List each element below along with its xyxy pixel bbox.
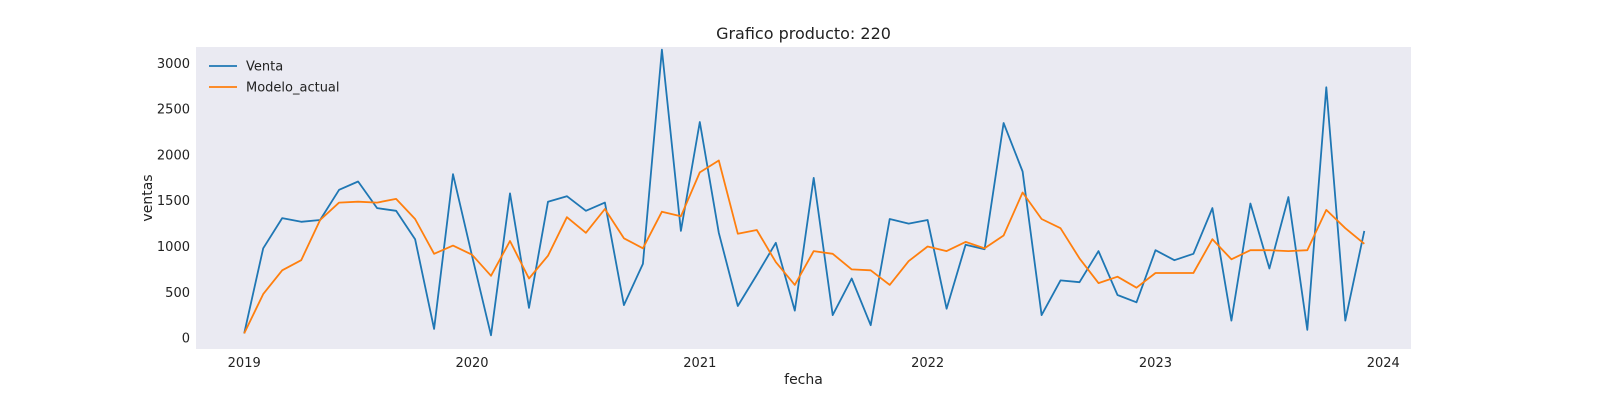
series-line-venta bbox=[243, 48, 1366, 337]
y-tick-label: 1000 bbox=[157, 240, 190, 255]
y-tick-label: 2000 bbox=[157, 148, 190, 163]
y-tick-label: 1500 bbox=[157, 194, 190, 209]
x-tick-label: 2022 bbox=[911, 356, 944, 371]
plot-area bbox=[196, 47, 1411, 349]
y-axis-ticks: 0 500 1000 1500 2000 2500 3000 bbox=[157, 57, 190, 347]
series-line-modelo-actual bbox=[243, 159, 1365, 334]
x-tick-label: 2020 bbox=[455, 356, 488, 371]
series-layer bbox=[243, 48, 1366, 337]
x-tick-label: 2021 bbox=[683, 356, 716, 371]
x-tick-label: 2024 bbox=[1367, 356, 1400, 371]
legend-item: Modelo_actual bbox=[209, 81, 340, 96]
legend-item: Venta bbox=[209, 60, 283, 75]
x-axis-label: fecha bbox=[784, 372, 823, 388]
legend-label: Venta bbox=[246, 60, 283, 75]
chart-title: Grafico producto: 220 bbox=[716, 24, 891, 43]
x-axis-ticks: 2019 2020 2021 2022 2023 2024 bbox=[228, 356, 1400, 371]
y-axis-label: ventas bbox=[140, 174, 156, 221]
x-tick-label: 2019 bbox=[228, 356, 261, 371]
legend: Venta Modelo_actual bbox=[209, 60, 340, 96]
y-tick-label: 500 bbox=[165, 286, 190, 301]
legend-label: Modelo_actual bbox=[246, 81, 340, 96]
x-tick-label: 2023 bbox=[1139, 356, 1172, 371]
y-tick-label: 0 bbox=[182, 332, 190, 347]
y-tick-label: 3000 bbox=[157, 57, 190, 72]
y-tick-label: 2500 bbox=[157, 103, 190, 118]
